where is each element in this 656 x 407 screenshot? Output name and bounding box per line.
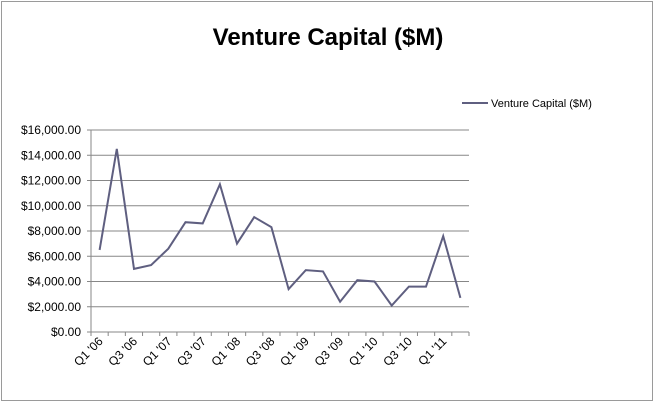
x-axis-tick-labels: Q1 '06 Q3 '06 Q1 '07 Q3 '07 Q1 '08 Q3 '08 Q1 '…: [71, 334, 450, 369]
y-tick-label: $6,000.00: [28, 249, 82, 263]
y-axis-tick-labels: $0.00 $2,000.00 $4,000.00 $6,000.00 $8,000.0…: [21, 123, 81, 339]
x-tick-label: Q1 '06: [71, 334, 106, 369]
x-tick-label: Q1 '09: [277, 334, 312, 369]
legend-label: Venture Capital ($M): [491, 98, 592, 110]
y-tick-label: $8,000.00: [28, 224, 82, 238]
x-tick-label: Q1 '10: [346, 334, 381, 369]
venture-capital-chart: Venture Capital ($M) $0.00 $2,000.00 $4,00…: [21, 24, 592, 369]
chart-title: Venture Capital ($M): [213, 24, 444, 51]
x-tick-label: Q3 '06: [105, 334, 140, 369]
y-tick-label: $4,000.00: [28, 275, 82, 289]
chart-frame: Venture Capital ($M) $0.00 $2,000.00 $4,00…: [1, 1, 653, 401]
y-tick-label: $16,000.00: [21, 123, 81, 137]
gridlines: [91, 129, 469, 308]
series-lines: [98, 148, 462, 308]
legend: Venture Capital ($M): [462, 98, 592, 110]
y-tick-label: $0.00: [51, 325, 81, 339]
x-tick-label: Q1 '08: [209, 334, 244, 369]
series-line: [98, 148, 462, 308]
y-tick-label: $10,000.00: [21, 199, 81, 213]
x-tick-label: Q3 '10: [380, 334, 415, 369]
x-tick-label: Q3 '09: [312, 334, 347, 369]
x-tick-label: Q1 '07: [140, 334, 175, 369]
y-tick-label: $14,000.00: [21, 148, 81, 162]
x-tick-label: Q3 '07: [174, 334, 209, 369]
y-tick-label: $2,000.00: [28, 300, 82, 314]
x-tick-label: Q3 '08: [243, 334, 278, 369]
x-tick-label: Q1 '11: [415, 334, 449, 368]
axes: [87, 129, 470, 336]
y-tick-label: $12,000.00: [21, 174, 81, 188]
